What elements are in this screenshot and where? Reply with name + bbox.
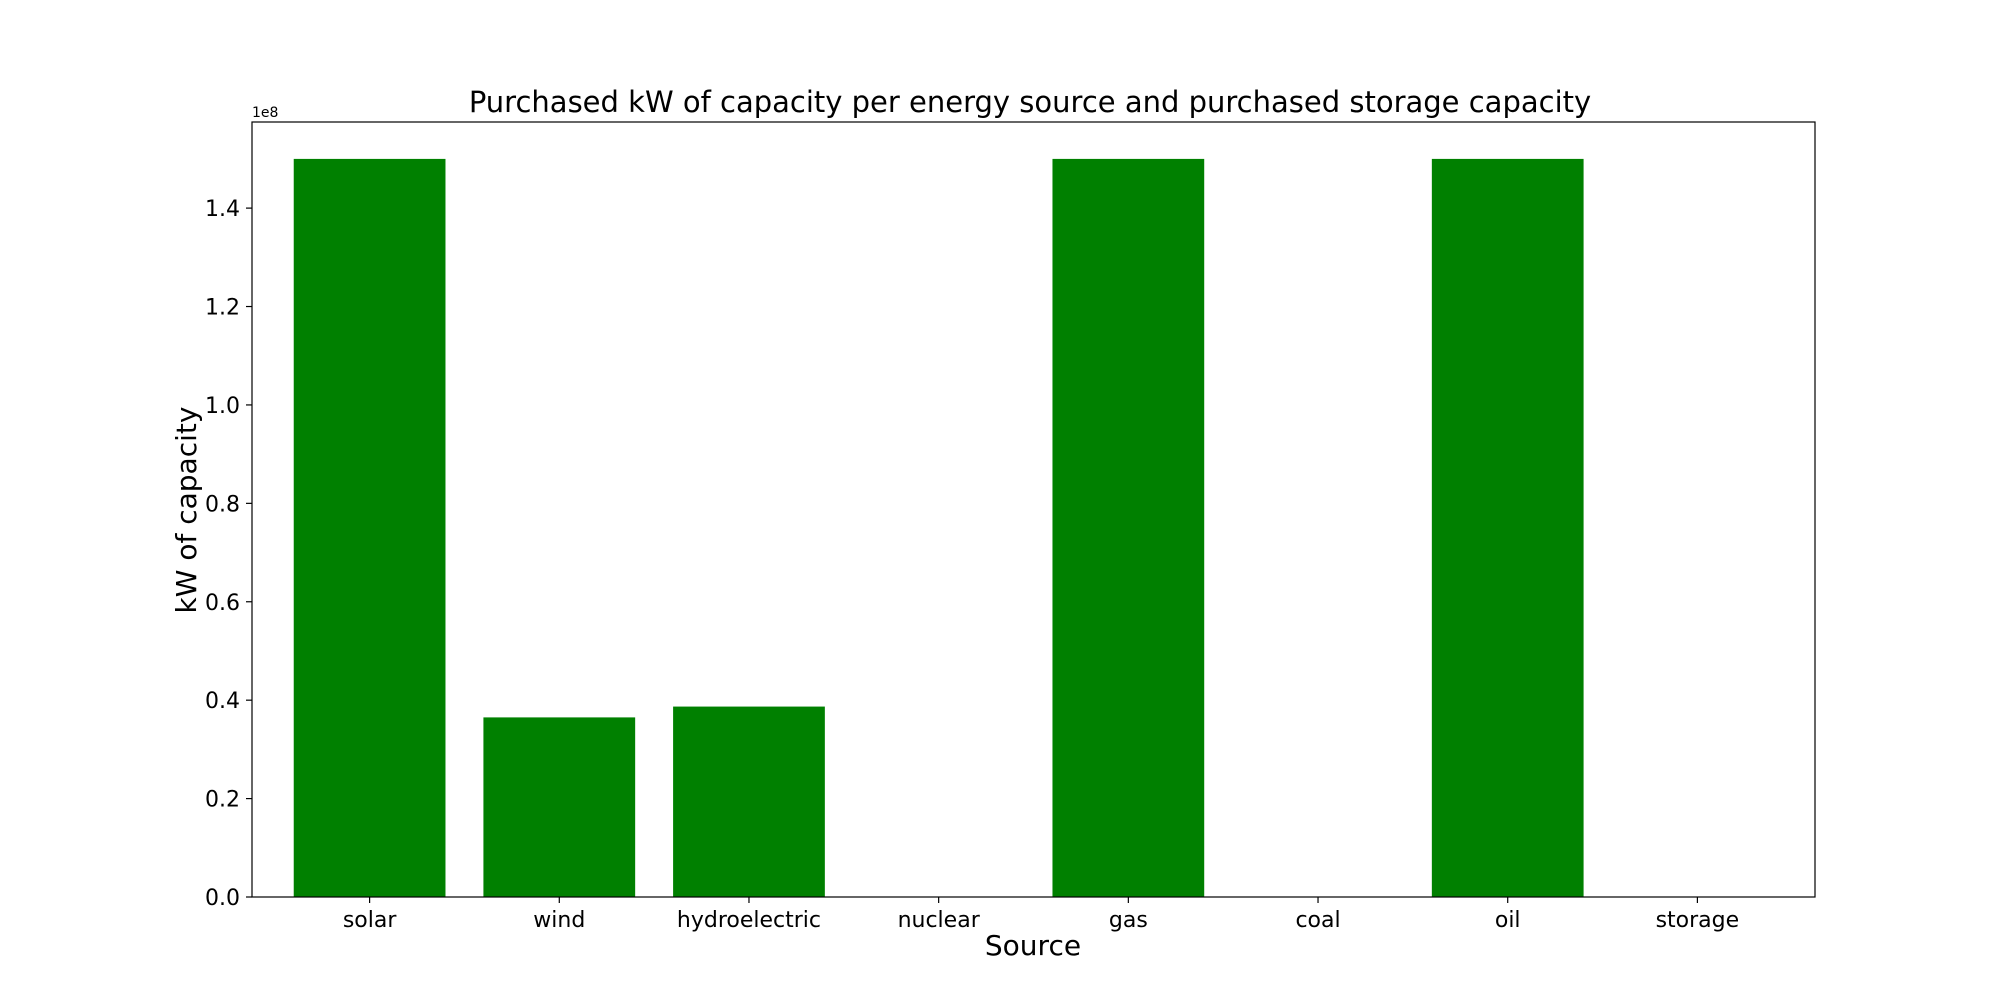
chart-title: Purchased kW of capacity per energy sour… bbox=[469, 85, 1591, 119]
x-tick-label: storage bbox=[1656, 908, 1740, 933]
x-tick-label: solar bbox=[343, 908, 398, 933]
bar-solar bbox=[293, 158, 446, 897]
y-axis-title: kW of capacity bbox=[170, 407, 203, 614]
y-axis-ticks: 0.0 0.2 0.4 0.6 0.8 1.0 1.2 1.4 bbox=[205, 197, 252, 911]
y-tick-label: 0.8 bbox=[205, 492, 240, 517]
y-tick-label: 0.6 bbox=[205, 591, 240, 616]
bar-gas bbox=[1052, 158, 1205, 897]
plot-area-frame bbox=[251, 121, 1816, 898]
x-tick-label: oil bbox=[1495, 908, 1521, 933]
x-axis-title: Source bbox=[985, 929, 1081, 962]
bar-oil bbox=[1431, 158, 1584, 897]
x-tick-label: nuclear bbox=[898, 908, 981, 933]
x-tick-label: gas bbox=[1109, 908, 1148, 933]
bars-group bbox=[293, 158, 1584, 897]
bar-wind bbox=[483, 717, 636, 897]
y-tick-label: 0.2 bbox=[205, 788, 240, 813]
y-tick-label: 1.4 bbox=[205, 197, 240, 222]
y-tick-label: 1.2 bbox=[205, 296, 240, 321]
x-axis-ticks: solar wind hydroelectric nuclear gas coal oil s… bbox=[343, 897, 1739, 933]
x-tick-label: coal bbox=[1295, 908, 1340, 933]
y-axis-offset-label: 1e8 bbox=[252, 105, 278, 121]
y-tick-label: 0.0 bbox=[205, 886, 240, 911]
bar-hydroelectric bbox=[673, 706, 825, 897]
y-tick-label: 1.0 bbox=[205, 394, 240, 419]
x-tick-label: wind bbox=[533, 908, 585, 933]
y-tick-label: 0.4 bbox=[205, 689, 240, 714]
x-tick-label: hydroelectric bbox=[677, 908, 821, 933]
